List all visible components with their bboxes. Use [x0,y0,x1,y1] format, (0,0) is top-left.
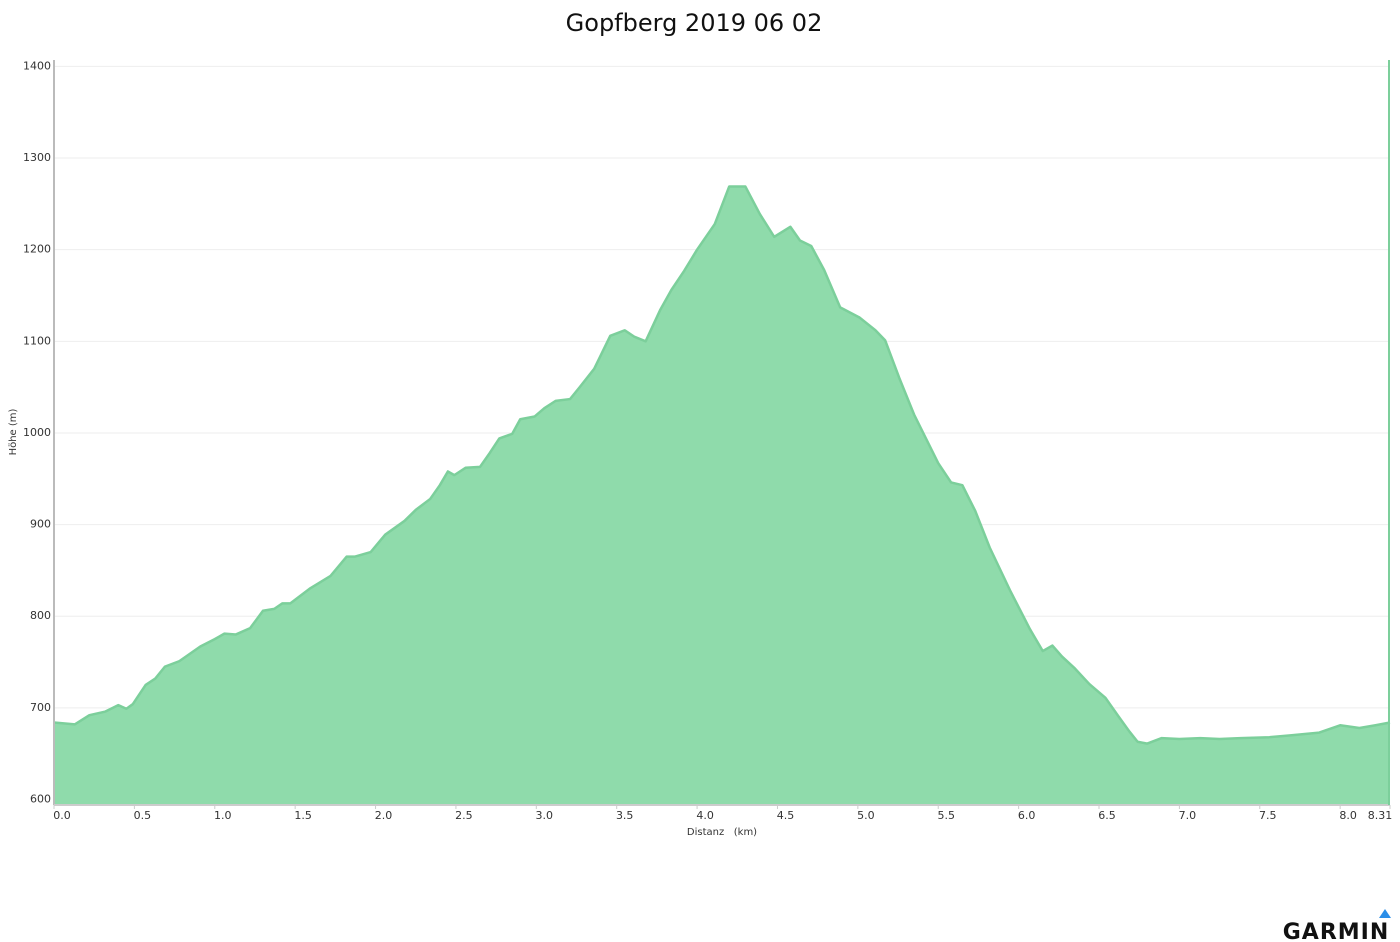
x-tick-label: 3.0 [536,809,554,822]
x-tick-label: 1.0 [214,809,232,822]
area [54,186,1390,805]
y-tick-label: 900 [30,518,51,531]
y-tick-label: 800 [30,609,51,622]
x-tick-label: 0.0 [53,809,71,822]
x-tick-label: 7.5 [1259,809,1277,822]
x-tick-label: 8.31 [1368,809,1393,822]
x-tick-label: 4.5 [777,809,795,822]
x-tick-label: 2.0 [375,809,393,822]
x-tick-label: 5.5 [937,809,955,822]
x-axis-label: Distanz (km) [687,827,757,838]
x-tick-label: 6.5 [1098,809,1116,822]
x-tick-label: 7.0 [1179,809,1197,822]
x-tick-label: 6.0 [1018,809,1036,822]
logo-triangle [1379,909,1391,918]
x-tick-label: 4.0 [696,809,714,822]
x-tick-label: 0.5 [134,809,152,822]
x-tick-label: 3.5 [616,809,634,822]
chart-title: Gopfberg 2019 06 02 [566,9,823,37]
y-tick-label: 1000 [23,426,51,439]
y-tick-label: 1400 [23,59,51,72]
line [53,185,1391,745]
y-tick-label: 1300 [23,151,51,164]
x-tick-label: 2.5 [455,809,473,822]
y-axis-label: Höhe (m) [8,408,19,455]
y-tick-label: 700 [30,701,51,714]
x-tick-label: 8.0 [1339,809,1357,822]
y-tick-label: 1100 [23,334,51,347]
logo: GARMIN [1283,920,1390,942]
x-tick-label: 1.5 [294,809,312,822]
y-tick-label: 600 [30,793,51,806]
y-tick-label: 1200 [23,243,51,256]
x-tick-label: 5.0 [857,809,875,822]
